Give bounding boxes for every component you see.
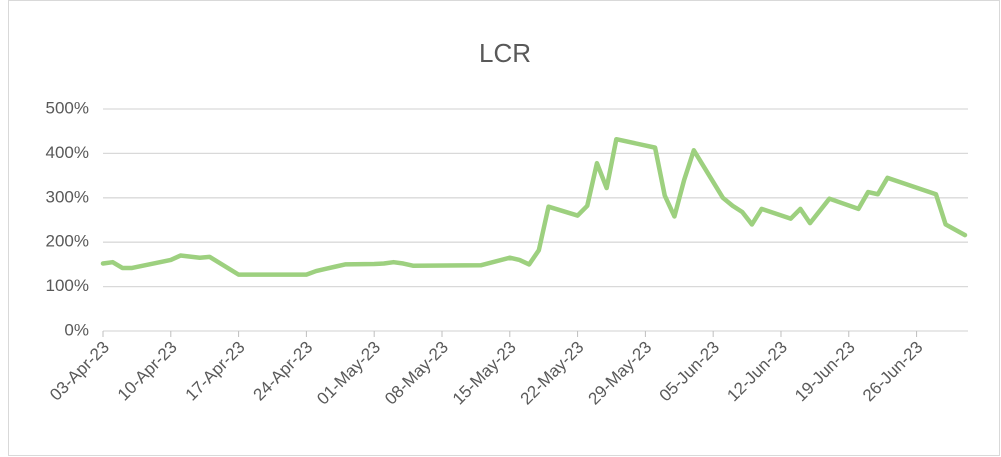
- chart-frame: [8, 0, 1000, 456]
- y-tick-label: 200%: [46, 232, 89, 251]
- y-tick-label: 0%: [64, 320, 89, 339]
- y-tick-label: 300%: [46, 187, 89, 206]
- y-tick-label: 100%: [46, 276, 89, 295]
- chart-title: LCR: [479, 38, 531, 68]
- data-line: [100, 136, 968, 277]
- y-tick-label: 500%: [46, 98, 89, 117]
- y-tick-label: 400%: [46, 143, 89, 162]
